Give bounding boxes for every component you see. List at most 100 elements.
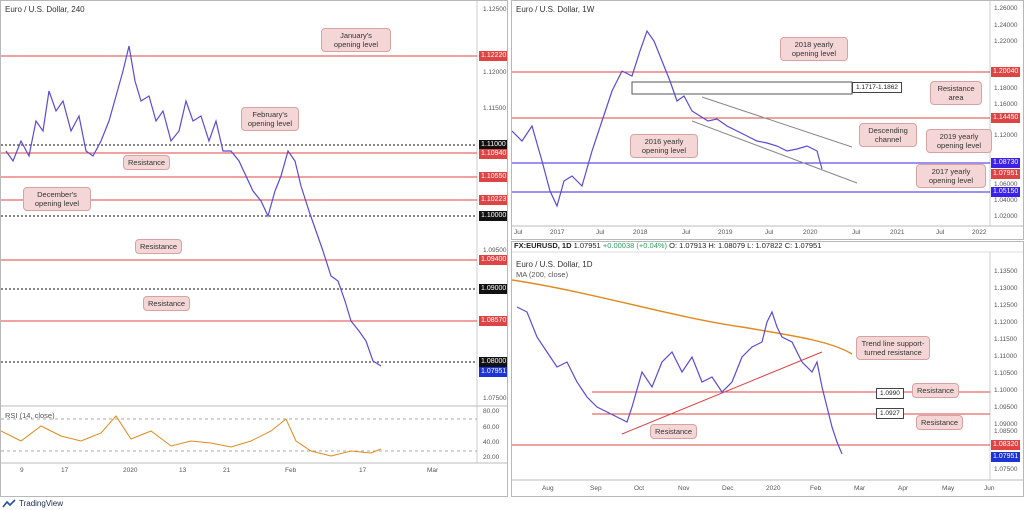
time-tick: Jul	[765, 229, 774, 236]
last-price: 1.07951	[573, 241, 601, 250]
axis-tick: 1.10500	[994, 370, 1018, 377]
callout-february-opening: February's opening level	[241, 107, 299, 131]
time-tick: 2017	[550, 229, 565, 236]
range-box-label: 1.1717-1.1862	[852, 82, 902, 93]
ohlc-high: H: 1.08079	[708, 241, 746, 250]
brand-label: TradingView	[19, 499, 64, 508]
ohlc-low: L: 1.07822	[747, 241, 783, 250]
axis-tick: 1.26000	[994, 5, 1018, 12]
symbol-ohlc-line: FX:EURUSD, 1D 1.07951 +0.00038 (+0.04%) …	[514, 241, 821, 250]
time-tick: Jun	[984, 485, 995, 492]
axis-tick: 1.08500	[994, 428, 1018, 435]
axis-tick: 1.16000	[994, 101, 1018, 108]
callout-2019-opening: 2019 yearly opening level	[926, 129, 992, 153]
price-tag: 1.05150	[991, 187, 1021, 197]
time-tick: 17	[359, 467, 367, 474]
price-tag: 1.10000	[479, 211, 507, 221]
time-tick: 2018	[633, 229, 648, 236]
time-tick: Mar	[854, 485, 866, 492]
time-tick: Jul	[596, 229, 605, 236]
time-tick: May	[942, 485, 955, 492]
axis-tick: 1.12000	[994, 319, 1018, 326]
callout-resistance: Resistance	[143, 296, 191, 311]
time-tick: Feb	[810, 485, 822, 492]
axis-tick: 1.12500	[483, 6, 507, 13]
axis-tick: 1.09500	[483, 247, 507, 254]
axis-tick: 1.11000	[994, 353, 1018, 360]
time-tick: Sep	[590, 485, 602, 492]
axis-tick: 1.09000	[994, 421, 1018, 428]
callout-resistance-area: Resistance area	[930, 81, 982, 105]
price-tag: 1.08570	[479, 316, 507, 326]
axis-tick: 1.09500	[994, 404, 1018, 411]
axis-tick: 1.22000	[994, 38, 1018, 45]
axis-tick: 1.06000	[994, 181, 1018, 188]
axis-tick: 1.13500	[994, 268, 1018, 275]
callout-resistance: Resistance	[916, 415, 964, 430]
price-change: +0.00038 (+0.04%)	[602, 241, 668, 250]
price-tag: 1.10223	[479, 195, 507, 205]
callout-resistance: Resistance	[135, 239, 183, 254]
price-tag: 1.07951	[479, 367, 507, 377]
time-tick: Apr	[898, 485, 909, 492]
time-tick: Feb	[285, 467, 297, 474]
callout-trendline: Trend line support-turned resistance	[856, 336, 930, 360]
chart-weekly-canvas	[512, 1, 1023, 227]
price-tag: 1.07951	[991, 169, 1021, 179]
price-tag: 1.10940	[479, 149, 507, 159]
price-tag: 1.09400	[479, 255, 507, 265]
price-tag: 1.12220	[479, 51, 507, 61]
ma-label: MA (200, close)	[516, 270, 569, 279]
axis-tick: 1.07500	[483, 395, 507, 402]
tradingview-footer[interactable]: TradingView	[2, 497, 63, 510]
level-box: 1.0927	[876, 408, 904, 419]
axis-tick: 1.11500	[483, 105, 507, 112]
chart-title: Euro / U.S. Dollar, 1D	[516, 260, 593, 269]
chart-panel-daily[interactable]: FX:EURUSD, 1D 1.07951 +0.00038 (+0.04%) …	[511, 241, 1024, 497]
chart-panel-weekly[interactable]: Euro / U.S. Dollar, 1W 1.20040 1.14450 1…	[511, 0, 1024, 240]
time-tick: 13	[179, 467, 187, 474]
time-tick: Jul	[936, 229, 945, 236]
time-tick: Aug	[542, 485, 554, 492]
axis-tick: 1.13000	[994, 285, 1018, 292]
axis-tick: 1.02000	[994, 213, 1018, 220]
level-box: 1.0990	[876, 388, 904, 399]
time-tick: 9	[20, 467, 24, 474]
axis-tick: 1.12000	[483, 69, 507, 76]
time-tick: 2021	[890, 229, 905, 236]
rsi-tick: 40.00	[483, 439, 500, 446]
time-tick: Jul	[514, 229, 523, 236]
chart-panel-4h[interactable]: Euro / U.S. Dollar, 240 1.12220 1.11000 …	[0, 0, 508, 497]
symbol-name: FX:EURUSD, 1D	[514, 241, 572, 250]
time-tick: Jul	[852, 229, 861, 236]
rsi-tick: 20.00	[483, 454, 500, 461]
axis-tick: 1.07500	[994, 466, 1018, 473]
time-tick: Oct	[634, 485, 645, 492]
axis-tick: 1.10000	[994, 387, 1018, 394]
time-tick: Nov	[678, 485, 690, 492]
time-tick: 2020	[766, 485, 781, 492]
time-tick: 2020	[803, 229, 818, 236]
time-tick: 2022	[972, 229, 987, 236]
axis-tick: 1.24000	[994, 22, 1018, 29]
price-tag: 1.09000	[479, 284, 507, 294]
rsi-label: RSI (14, close)	[5, 411, 55, 420]
rsi-tick: 60.00	[483, 424, 500, 431]
price-tag: 1.08000	[479, 357, 507, 367]
time-tick: 2020	[123, 467, 138, 474]
callout-2016-opening: 2016 yearly opening level	[630, 134, 698, 158]
axis-tick: 1.12000	[994, 132, 1018, 139]
callout-2017-opening: 2017 yearly opening level	[916, 164, 986, 188]
axis-tick: 1.11500	[994, 336, 1018, 343]
price-tag: 1.14450	[991, 113, 1021, 123]
time-tick: 2019	[718, 229, 733, 236]
time-tick: Mar	[427, 467, 439, 474]
time-tick: Jul	[682, 229, 691, 236]
time-tick: Dec	[722, 485, 734, 492]
chart-title: Euro / U.S. Dollar, 240	[5, 5, 85, 14]
time-tick: 17	[61, 467, 69, 474]
chart-4h-canvas	[1, 1, 507, 464]
callout-2018-opening: 2018 yearly opening level	[780, 37, 848, 61]
axis-tick: 1.04000	[994, 197, 1018, 204]
price-tag: 1.20040	[991, 67, 1021, 77]
